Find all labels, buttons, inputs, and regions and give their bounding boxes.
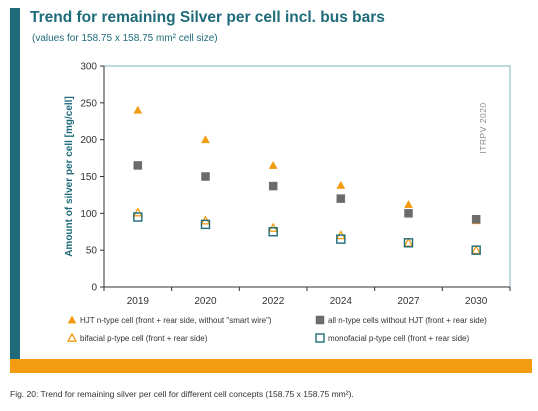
point-series-0-2027 xyxy=(404,199,413,208)
x-tick-label: 2019 xyxy=(127,296,150,307)
left-accent-bar xyxy=(10,8,20,366)
data-marks xyxy=(132,105,482,255)
chart-svg: 0 50 100 150 200 250 300 2019 2020 2022 2024 2027 20… xyxy=(64,62,511,343)
legend-label-0: HJT n-type cell (front + rear side, with… xyxy=(80,316,272,325)
y-tick-label: 250 xyxy=(80,98,97,109)
point-series-3-2030 xyxy=(471,245,481,255)
legend-marker-3 xyxy=(315,333,325,343)
point-series-1-2022 xyxy=(268,181,278,191)
legend-marker-0 xyxy=(67,315,77,324)
bottom-band xyxy=(10,359,532,373)
point-series-2-2030 xyxy=(471,244,482,255)
point-series-3-2022 xyxy=(268,227,278,237)
y-tick-label: 200 xyxy=(80,135,97,146)
chart-title: Trend for remaining Silver per cell incl… xyxy=(30,9,385,26)
x-tick-label: 2022 xyxy=(262,296,285,307)
y-tick-label: 100 xyxy=(80,209,97,220)
x-tick-label: 2030 xyxy=(465,296,488,307)
point-series-1-2020 xyxy=(201,172,210,181)
point-series-1-2024 xyxy=(336,194,346,203)
y-tick-label: 50 xyxy=(86,246,98,257)
y-axis-label: Amount of silver per cell [mg/cell] xyxy=(64,96,75,257)
y-tick-label: 300 xyxy=(80,62,97,73)
y-tick-label: 0 xyxy=(91,283,97,294)
point-series-1-2019 xyxy=(133,161,143,170)
figure-caption: Fig. 20: Trend for remaining silver per … xyxy=(10,389,354,399)
point-series-3-2024 xyxy=(336,234,346,244)
legend-marker-1 xyxy=(315,315,325,325)
point-series-0-2019 xyxy=(133,105,143,114)
x-tick-label: 2027 xyxy=(397,296,420,307)
legend: HJT n-type cell (front + rear side, with… xyxy=(66,315,487,343)
axes: 0 50 100 150 200 250 300 2019 2020 2022 2024 2027 20… xyxy=(64,62,511,307)
y-tick-label: 150 xyxy=(80,172,97,183)
point-series-0-2020 xyxy=(201,135,210,144)
point-series-2-2027 xyxy=(403,237,414,247)
point-series-3-2020 xyxy=(200,219,211,230)
plot-border xyxy=(103,65,511,288)
point-series-1-2030 xyxy=(471,214,481,224)
legend-label-2: bifacial p-type cell (front + rear side) xyxy=(80,334,208,343)
point-series-3-2027 xyxy=(403,238,414,248)
legend-label-1: all n-type cells without HJT (front + re… xyxy=(328,316,487,325)
x-tick-label: 2024 xyxy=(330,296,353,307)
legend-marker-2 xyxy=(66,332,78,342)
watermark-text: ITRPV 2020 xyxy=(478,102,488,153)
point-series-0-2022 xyxy=(268,160,278,169)
chart-frame: Trend for remaining Silver per cell incl… xyxy=(10,8,532,373)
point-series-0-2024 xyxy=(336,180,346,189)
x-tick-label: 2020 xyxy=(194,296,217,307)
chart-subtitle: (values for 158.75 x 158.75 mm² cell siz… xyxy=(32,33,218,44)
point-series-1-2027 xyxy=(404,209,413,218)
point-series-3-2019 xyxy=(133,212,143,222)
legend-label-3: monofacial p-type cell (front + rear sid… xyxy=(328,334,470,343)
point-series-2-2019 xyxy=(132,207,143,217)
